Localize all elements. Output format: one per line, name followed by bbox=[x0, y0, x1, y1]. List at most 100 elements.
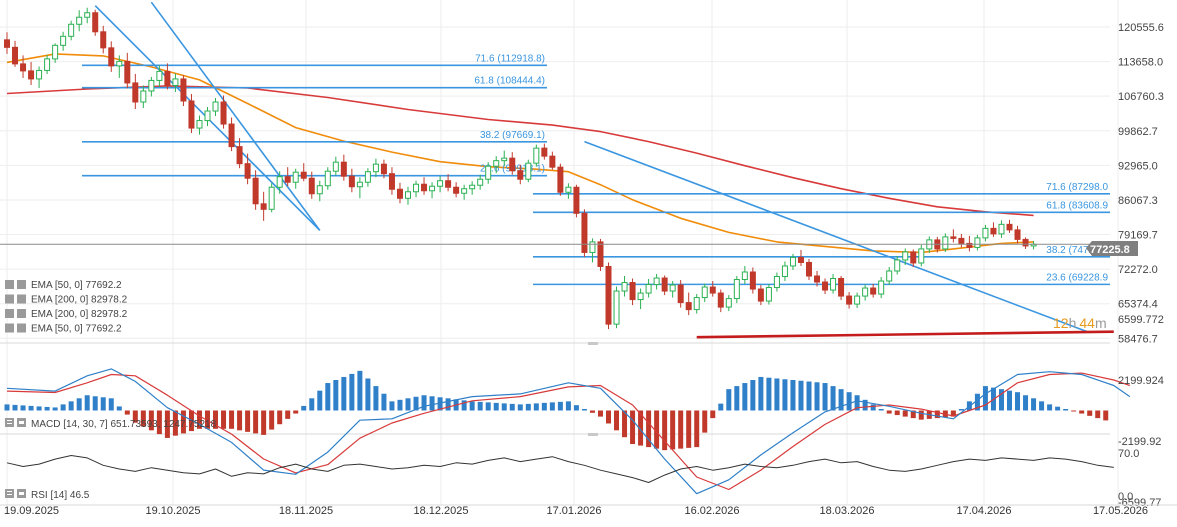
panel-resize-handle[interactable] bbox=[588, 342, 598, 345]
candle-body bbox=[1014, 229, 1021, 240]
current-price-tag: 77225.8 bbox=[1086, 241, 1138, 256]
indicator-settings-icon[interactable] bbox=[5, 294, 14, 304]
macd-histogram-bar bbox=[838, 389, 844, 411]
macd-panel bbox=[4, 368, 1131, 495]
macd-histogram-bar bbox=[886, 410, 892, 414]
macd-histogram-bar bbox=[196, 410, 202, 429]
macd-histogram-bar bbox=[36, 406, 42, 411]
macd-histogram-bar bbox=[750, 379, 756, 411]
candle-body bbox=[212, 101, 219, 112]
macd-histogram-bar bbox=[565, 401, 571, 411]
ema200-series bbox=[6, 85, 1034, 217]
macd-histogram-bar bbox=[573, 405, 579, 411]
macd-histogram-bar bbox=[373, 386, 379, 411]
macd-histogram-bar bbox=[221, 410, 227, 429]
macd-histogram-bar bbox=[718, 403, 724, 411]
macd-histogram-bar bbox=[894, 410, 900, 416]
macd-histogram-bar bbox=[662, 410, 668, 451]
macd-histogram-bar bbox=[245, 410, 251, 432]
macd-histogram-bar bbox=[678, 410, 684, 449]
macd-histogram-bar bbox=[20, 405, 26, 411]
indicator-visibility-icon[interactable] bbox=[17, 323, 26, 333]
candle-body bbox=[717, 292, 724, 308]
indicator-visibility-icon[interactable] bbox=[17, 294, 26, 304]
fib-level-label: 61.8 (108444.4) bbox=[474, 76, 545, 87]
macd-histogram-bar bbox=[325, 383, 331, 411]
macd-histogram-bar bbox=[461, 400, 467, 411]
overlay-legend-item: EMA [50, 0] 77692.2 bbox=[5, 323, 122, 335]
macd-histogram-bar bbox=[389, 401, 395, 411]
price-tick-label: 79169.7 bbox=[1118, 230, 1158, 242]
macd-histogram-bar bbox=[822, 383, 828, 411]
rsi-line bbox=[6, 455, 1114, 483]
candle-body bbox=[324, 170, 331, 187]
indicator-settings-icon[interactable] bbox=[5, 323, 14, 333]
macd-histogram-bar bbox=[581, 408, 587, 411]
macd-histogram-bar bbox=[116, 406, 122, 411]
trendline bbox=[150, 1, 321, 231]
macd-histogram-bar bbox=[734, 386, 740, 411]
indicator-visibility-icon[interactable] bbox=[17, 418, 26, 427]
candle-body bbox=[517, 170, 524, 180]
candle-body bbox=[92, 12, 99, 33]
macd-histogram-bar bbox=[918, 410, 924, 420]
panel-resize-handle[interactable] bbox=[588, 433, 598, 436]
candle-body bbox=[332, 161, 339, 172]
candle-body bbox=[990, 227, 997, 235]
macd-histogram-bar bbox=[1063, 408, 1069, 411]
candle-body bbox=[773, 276, 780, 289]
macd-histogram-bar bbox=[533, 403, 539, 411]
candle-body bbox=[525, 162, 532, 180]
candle-body bbox=[573, 186, 580, 214]
price-tick-label: 72272.0 bbox=[1118, 264, 1158, 276]
candle-body bbox=[998, 223, 1005, 235]
macd-histogram-bar bbox=[862, 399, 868, 411]
indicator-visibility-icon[interactable] bbox=[17, 280, 26, 289]
candle-body bbox=[188, 100, 195, 129]
indicator-settings-icon[interactable] bbox=[5, 280, 14, 289]
rsi-tick-label: 70.0 bbox=[1118, 448, 1139, 460]
candle-body bbox=[4, 39, 10, 48]
price-tick-label: 120555.6 bbox=[1118, 22, 1164, 34]
price-tick-label: 92965.0 bbox=[1118, 160, 1158, 172]
candle-body bbox=[806, 261, 812, 277]
candle-body bbox=[902, 251, 909, 261]
macd-histogram-bar bbox=[694, 410, 700, 448]
macd-histogram-bar bbox=[557, 401, 563, 411]
candle-body bbox=[372, 163, 379, 173]
macd-histogram-bar bbox=[525, 403, 531, 411]
macd-histogram-bar bbox=[44, 406, 50, 411]
candle-body bbox=[148, 79, 155, 92]
macd-axis: 6599.772 2199.924 -2199.92 -6599.77 bbox=[1118, 314, 1164, 509]
macd-histogram-bar bbox=[614, 410, 620, 431]
price-tick-label: 58476.7 bbox=[1118, 333, 1158, 345]
macd-histogram-bar bbox=[982, 386, 988, 411]
macd-histogram-bar bbox=[1039, 401, 1045, 411]
candle-body bbox=[870, 287, 877, 295]
macd-histogram-bar bbox=[493, 402, 499, 411]
macd-histogram-bar bbox=[758, 376, 764, 411]
overlay-legend: EMA [50, 0] 77692.2 EMA [200, 0] 82978.2 E… bbox=[5, 280, 128, 335]
indicator-settings-icon[interactable] bbox=[5, 309, 14, 318]
indicator-visibility-icon[interactable] bbox=[17, 309, 26, 318]
indicator-visibility-icon[interactable] bbox=[17, 489, 26, 498]
rsi-panel bbox=[6, 455, 1114, 483]
candle-body bbox=[613, 290, 620, 325]
candle-body bbox=[348, 175, 355, 188]
candle-body bbox=[653, 277, 660, 286]
macd-histogram-bar bbox=[261, 410, 267, 435]
candle-body bbox=[196, 120, 203, 129]
macd-histogram-bar bbox=[790, 379, 796, 411]
macd-histogram-bar bbox=[702, 410, 708, 433]
indicator-settings-icon[interactable] bbox=[5, 418, 14, 427]
rsi-legend: RSI [14] 46.5 bbox=[5, 489, 90, 501]
indicator-settings-icon[interactable] bbox=[5, 489, 14, 498]
macd-histogram-bar bbox=[76, 398, 82, 411]
macd-tick-label: -2199.92 bbox=[1118, 436, 1161, 448]
candle-body bbox=[260, 203, 267, 210]
candle-body bbox=[693, 297, 700, 311]
candle-body bbox=[557, 166, 564, 193]
candle-body bbox=[252, 177, 259, 205]
macd-histogram-bar bbox=[549, 402, 555, 411]
macd-histogram-bar bbox=[92, 396, 98, 411]
